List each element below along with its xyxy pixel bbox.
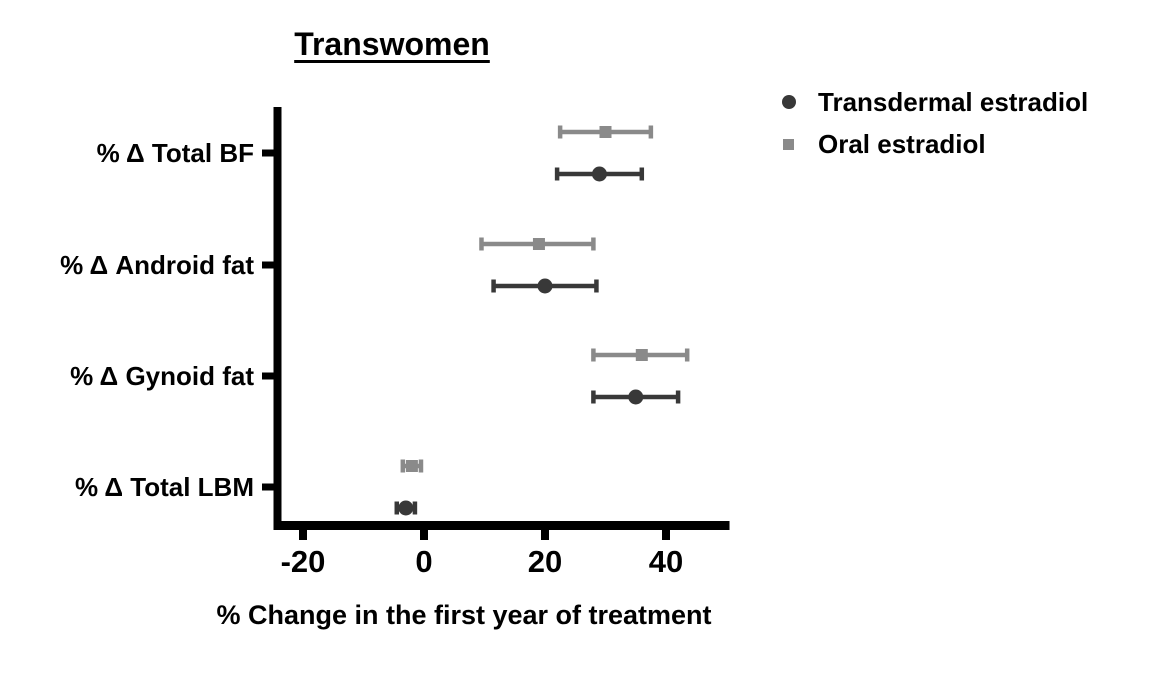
point-marker-circle <box>398 500 414 516</box>
category-label: % Δ Total LBM <box>75 472 254 502</box>
legend: Transdermal estradiol Oral estradiol <box>781 86 1089 172</box>
errorbar-square-2 <box>591 348 690 362</box>
transdermal-circle-swatch <box>781 95 796 109</box>
x-tick <box>541 529 549 540</box>
legend-label-transdermal: Transdermal estradiol <box>818 86 1089 117</box>
x-tick <box>420 529 428 540</box>
category-label: % Δ Total BF <box>97 138 254 168</box>
legend-item-oral: Oral estradiol <box>781 128 1088 159</box>
point-marker-circle <box>591 166 607 182</box>
point-marker-square <box>635 349 648 361</box>
errorbar-square-1 <box>479 237 596 251</box>
x-axis-title: % Change in the first year of treatment <box>216 600 712 630</box>
y-tick <box>262 261 274 269</box>
point-marker-square <box>532 238 545 250</box>
x-tick-label: 40 <box>649 544 683 579</box>
errorbar-circle-3 <box>394 500 418 516</box>
square-marker-icon <box>781 137 796 152</box>
oral-square-swatch <box>783 138 794 150</box>
circle-marker-icon <box>781 95 796 110</box>
errorbar-circle-0 <box>554 166 645 182</box>
x-tick-label: 0 <box>415 544 432 579</box>
point-marker-circle <box>628 389 644 405</box>
point-marker-square <box>405 460 418 472</box>
x-tick <box>662 529 670 540</box>
legend-item-transdermal: Transdermal estradiol <box>781 86 1089 117</box>
errorbar-circle-1 <box>491 278 599 294</box>
y-tick <box>262 483 274 491</box>
errorbar-circle-2 <box>591 389 681 405</box>
y-tick <box>262 372 274 380</box>
y-axis-line <box>273 107 282 530</box>
chart-title: Transwomen <box>294 26 490 62</box>
x-axis-line <box>273 521 730 530</box>
point-marker-circle <box>537 278 553 294</box>
y-tick <box>262 149 274 157</box>
x-tick-label: -20 <box>281 544 326 579</box>
legend-label-oral: Oral estradiol <box>818 128 986 159</box>
errorbar-square-0 <box>557 125 654 139</box>
x-tick-label: 20 <box>528 544 562 579</box>
point-marker-square <box>599 126 612 138</box>
x-tick <box>299 529 307 540</box>
errorbar-square-3 <box>400 459 424 473</box>
category-label: % Δ Android fat <box>60 250 254 280</box>
category-label: % Δ Gynoid fat <box>70 361 254 391</box>
